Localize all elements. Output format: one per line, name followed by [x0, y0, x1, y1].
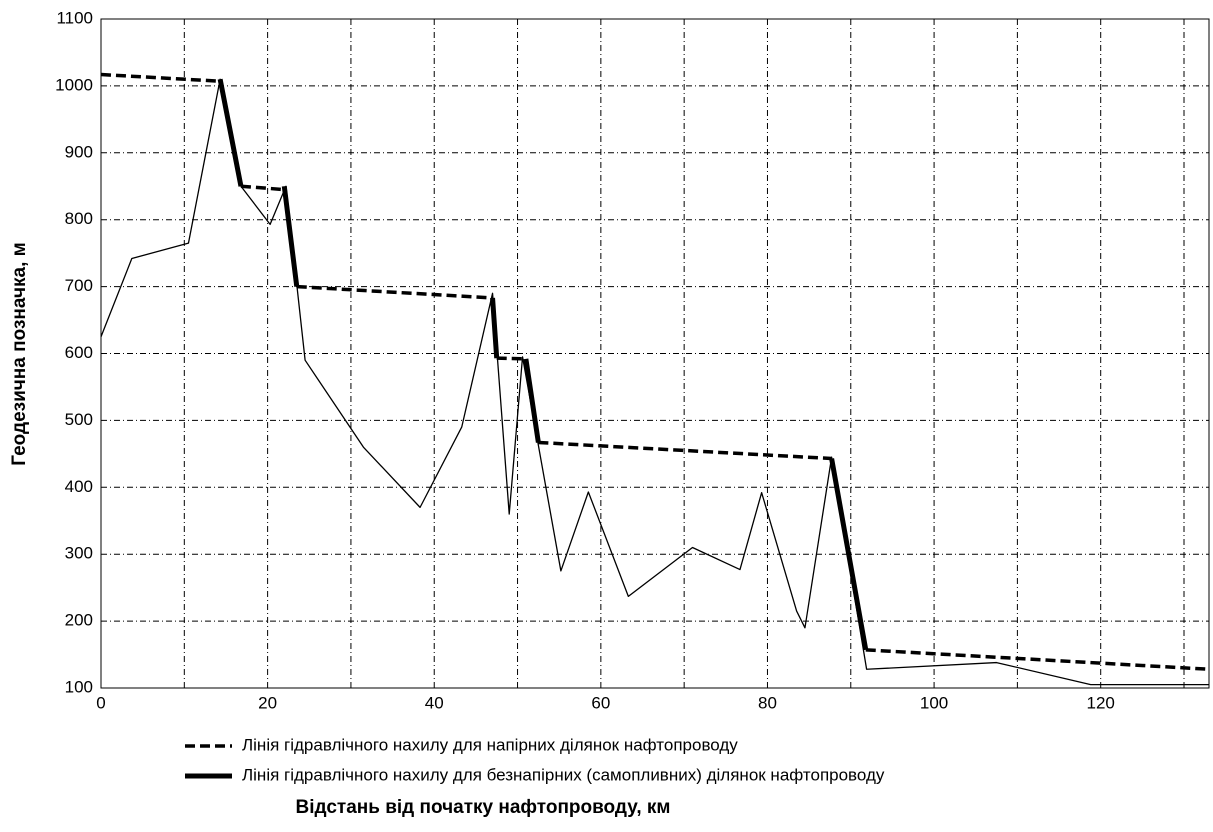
x-tick-label: 40 — [425, 693, 444, 712]
x-tick-label: 100 — [920, 693, 948, 712]
series-line — [100, 72, 1210, 672]
x-tick-label: 80 — [758, 693, 777, 712]
y-tick-label: 1100 — [56, 8, 93, 27]
y-tick-label: 500 — [65, 410, 93, 429]
x-tick-label: 20 — [258, 693, 277, 712]
y-tick-label: 300 — [65, 544, 93, 563]
y-tick-label: 900 — [65, 142, 93, 161]
y-tick-label: 400 — [65, 477, 93, 496]
y-tick-label: 700 — [65, 276, 93, 295]
x-tick-label: 120 — [1087, 693, 1115, 712]
y-tick-label: 1000 — [55, 75, 93, 94]
series-line — [217, 78, 869, 651]
y-tick-label: 100 — [65, 677, 93, 696]
y-tick-label: 600 — [65, 343, 93, 362]
plot-frame — [100, 18, 1210, 689]
legend-label: Лінія гідравлічного нахилу для напірних … — [242, 735, 738, 754]
x-tick-label: 60 — [591, 693, 610, 712]
legend-label: Лінія гідравлічного нахилу для безнапірн… — [242, 765, 885, 784]
y-tick-label: 800 — [65, 209, 93, 228]
x-tick-label: 0 — [96, 693, 105, 712]
y-tick-label: 200 — [65, 611, 93, 630]
x-axis-title: Відстань від початку нафтопроводу, км — [296, 797, 671, 818]
y-axis-title: Геодезична позначка, м — [9, 242, 30, 465]
series-line — [100, 78, 1209, 686]
